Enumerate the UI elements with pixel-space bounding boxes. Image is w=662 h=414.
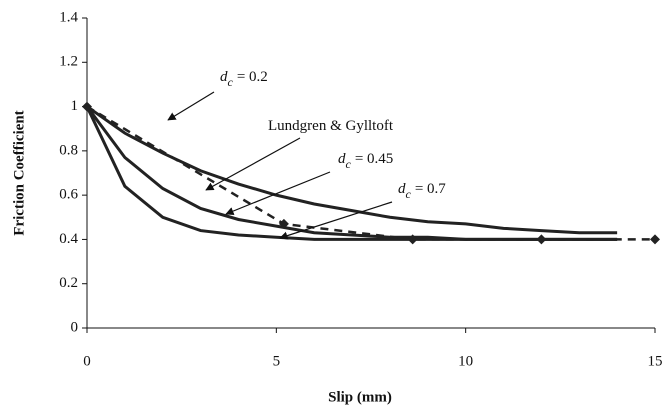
point-marker (407, 234, 418, 245)
line-series (86, 105, 655, 241)
point-marker (650, 234, 660, 245)
annotation-arrow (279, 201, 393, 240)
point-marker (278, 218, 289, 229)
x-tick-label: 5 (273, 353, 281, 369)
x-tick-label: 0 (83, 353, 91, 369)
y-tick-label: 1.2 (59, 54, 78, 70)
series-label: dc = 0.45 (338, 151, 393, 170)
label-subscript: c (346, 157, 352, 171)
annotation-arrow (167, 91, 215, 121)
x-tick-label: 15 (648, 353, 662, 369)
label-subscript: c (228, 75, 234, 89)
label-symbol: d (338, 151, 346, 167)
label-text: = 0.2 (237, 69, 268, 85)
label-text: = 0.7 (415, 181, 446, 197)
y-tick-label: 1.4 (59, 9, 78, 25)
x-tick-label: 10 (458, 353, 473, 369)
y-axis-label: Friction Coefficient (11, 110, 27, 235)
x-axis-label: Slip (mm) (328, 389, 392, 405)
annotation-arrow (225, 171, 331, 216)
annotation-arrow (205, 137, 301, 191)
series-label: Lundgren & Gylltoft (268, 118, 394, 134)
label-symbol: d (398, 181, 406, 197)
y-tick-label: 0 (71, 319, 79, 335)
y-tick-label: 0.8 (59, 142, 78, 158)
label-text: = 0.45 (355, 151, 393, 167)
series-label: dc = 0.7 (398, 181, 446, 200)
series-label: dc = 0.2 (220, 69, 268, 88)
label-symbol: d (220, 69, 228, 85)
y-tick-label: 0.6 (59, 187, 78, 203)
y-tick-label: 0.2 (59, 275, 78, 291)
line-series (85, 105, 618, 241)
point-marker (536, 234, 547, 245)
label-text: Lundgren & Gylltoft (268, 118, 394, 134)
point-marker (82, 101, 92, 112)
label-subscript: c (406, 187, 412, 201)
y-tick-label: 0.4 (59, 231, 78, 247)
y-tick-label: 1 (71, 98, 79, 114)
